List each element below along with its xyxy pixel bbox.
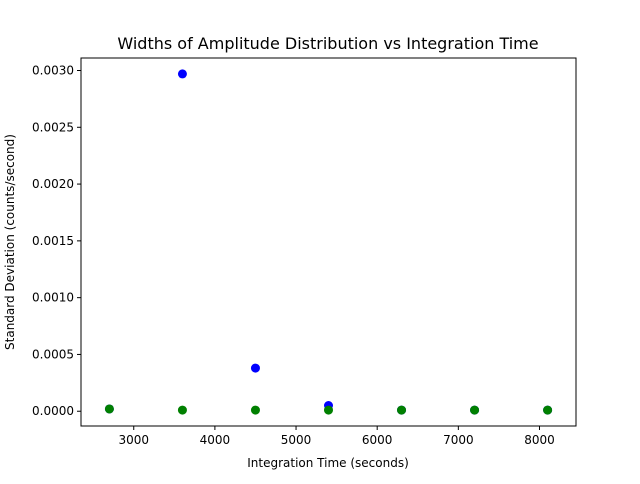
data-point-series-2	[324, 405, 333, 415]
x-tick-label: 8000	[524, 433, 555, 447]
data-point-series-2	[250, 405, 260, 415]
data-points	[104, 69, 553, 415]
x-tick-label: 4000	[200, 433, 231, 447]
y-axis-label: Standard Deviation (counts/second)	[3, 134, 17, 350]
y-tick-label: 0.0010	[32, 291, 74, 305]
y-tick-label: 0.0005	[32, 347, 74, 361]
plot-area	[80, 57, 577, 427]
x-axis-label: Integration Time (seconds)	[247, 456, 409, 470]
y-axis: 0.0000 0.0005 0.0010 0.0015 0.0020 0.0025 0.00…	[32, 63, 81, 418]
chart-title: Widths of Amplitude Distribution vs Inte…	[117, 34, 538, 53]
data-point-series-1	[177, 69, 187, 79]
x-tick-label: 6000	[362, 433, 393, 447]
data-point-series-2	[470, 405, 480, 415]
x-tick-label: 7000	[443, 433, 474, 447]
y-tick-label: 0.0030	[32, 63, 74, 77]
x-tick-label: 5000	[281, 433, 312, 447]
data-point-series-2	[177, 405, 187, 415]
data-point-series-2	[104, 404, 114, 414]
x-axis: 3000 4000 5000 6000 7000 8000	[118, 426, 555, 447]
data-point-series-2	[397, 405, 407, 415]
x-tick-label: 3000	[118, 433, 149, 447]
y-tick-label: 0.0020	[32, 177, 74, 191]
y-tick-label: 0.0000	[32, 404, 74, 418]
y-tick-label: 0.0015	[32, 234, 74, 248]
plot-frame	[80, 57, 577, 427]
data-point-series-2	[543, 405, 553, 415]
y-tick-label: 0.0025	[32, 120, 74, 134]
data-point-series-1	[250, 363, 260, 373]
